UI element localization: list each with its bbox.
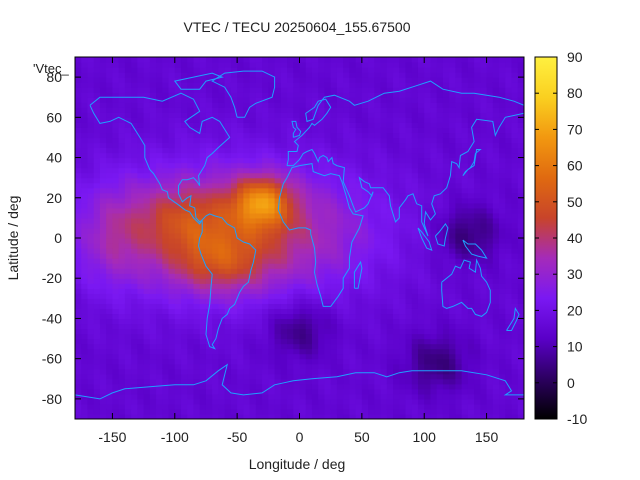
chart-title: VTEC / TECU 20250604_155.67500 bbox=[183, 19, 410, 35]
y-axis-label: Latitude / deg bbox=[5, 196, 21, 281]
x-tick-label: 100 bbox=[413, 429, 437, 445]
colorbar-tick-label: 60 bbox=[567, 158, 583, 174]
x-tick-label: -150 bbox=[98, 429, 126, 445]
y-tick-label: 0 bbox=[54, 230, 62, 246]
coastline-path bbox=[441, 258, 491, 317]
coastline-path bbox=[353, 260, 363, 289]
coastline-path bbox=[277, 163, 364, 307]
vtec-heatmap bbox=[75, 57, 524, 419]
coastline-path bbox=[434, 223, 449, 247]
x-tick-label: 0 bbox=[296, 429, 304, 445]
coastline-path bbox=[173, 72, 224, 90]
colorbar-tick-label: -10 bbox=[567, 411, 587, 427]
x-tick-label: -100 bbox=[161, 429, 189, 445]
colorbar-tick-label: 30 bbox=[567, 266, 583, 282]
colorbar-tick-label: 70 bbox=[567, 121, 583, 137]
x-tick-label: 150 bbox=[475, 429, 499, 445]
x-axis-ticks: -150 -100 -50 0 50 100 150 bbox=[98, 57, 498, 445]
colorbar-tick-label: 40 bbox=[567, 230, 583, 246]
key-label: 'Vtec_ bbox=[33, 61, 69, 76]
coastline-path bbox=[462, 149, 482, 177]
y-tick-label: 40 bbox=[46, 150, 62, 166]
coastline-path bbox=[89, 92, 231, 225]
y-tick-label: -20 bbox=[42, 270, 62, 286]
x-tick-label: -50 bbox=[227, 429, 247, 445]
y-tick-label: 80 bbox=[46, 69, 62, 85]
coastline-path bbox=[286, 80, 524, 237]
colorbar-tick-label: 80 bbox=[567, 85, 583, 101]
coastline-path bbox=[462, 239, 488, 259]
coastline-path bbox=[506, 306, 520, 331]
coastline-path bbox=[75, 363, 524, 400]
colorbar-tick-label: 10 bbox=[567, 339, 583, 355]
colorbar-tick-label: 90 bbox=[567, 49, 583, 65]
colorbar-tick-label: 0 bbox=[567, 375, 575, 391]
coastline-path bbox=[417, 227, 433, 251]
coastline-path bbox=[197, 213, 257, 350]
y-tick-label: 20 bbox=[46, 190, 62, 206]
y-tick-label: 60 bbox=[46, 109, 62, 125]
x-tick-label: 50 bbox=[354, 429, 370, 445]
coastline-path bbox=[211, 70, 276, 118]
coastline-path bbox=[291, 120, 302, 138]
y-axis-ticks: -80 -60 -40 -20 0 20 40 60 80 bbox=[42, 69, 524, 407]
x-axis-label: Longitude / deg bbox=[249, 456, 346, 472]
colorbar-ticks: -10 0 10 20 30 40 50 60 70 80 90 bbox=[535, 49, 587, 427]
coastline-overlay bbox=[75, 70, 524, 400]
colorbar-tick-label: 50 bbox=[567, 194, 583, 210]
y-tick-label: -40 bbox=[42, 310, 62, 326]
colorbar-tick-label: 20 bbox=[567, 302, 583, 318]
y-tick-label: -60 bbox=[42, 351, 62, 367]
y-tick-label: -80 bbox=[42, 391, 62, 407]
